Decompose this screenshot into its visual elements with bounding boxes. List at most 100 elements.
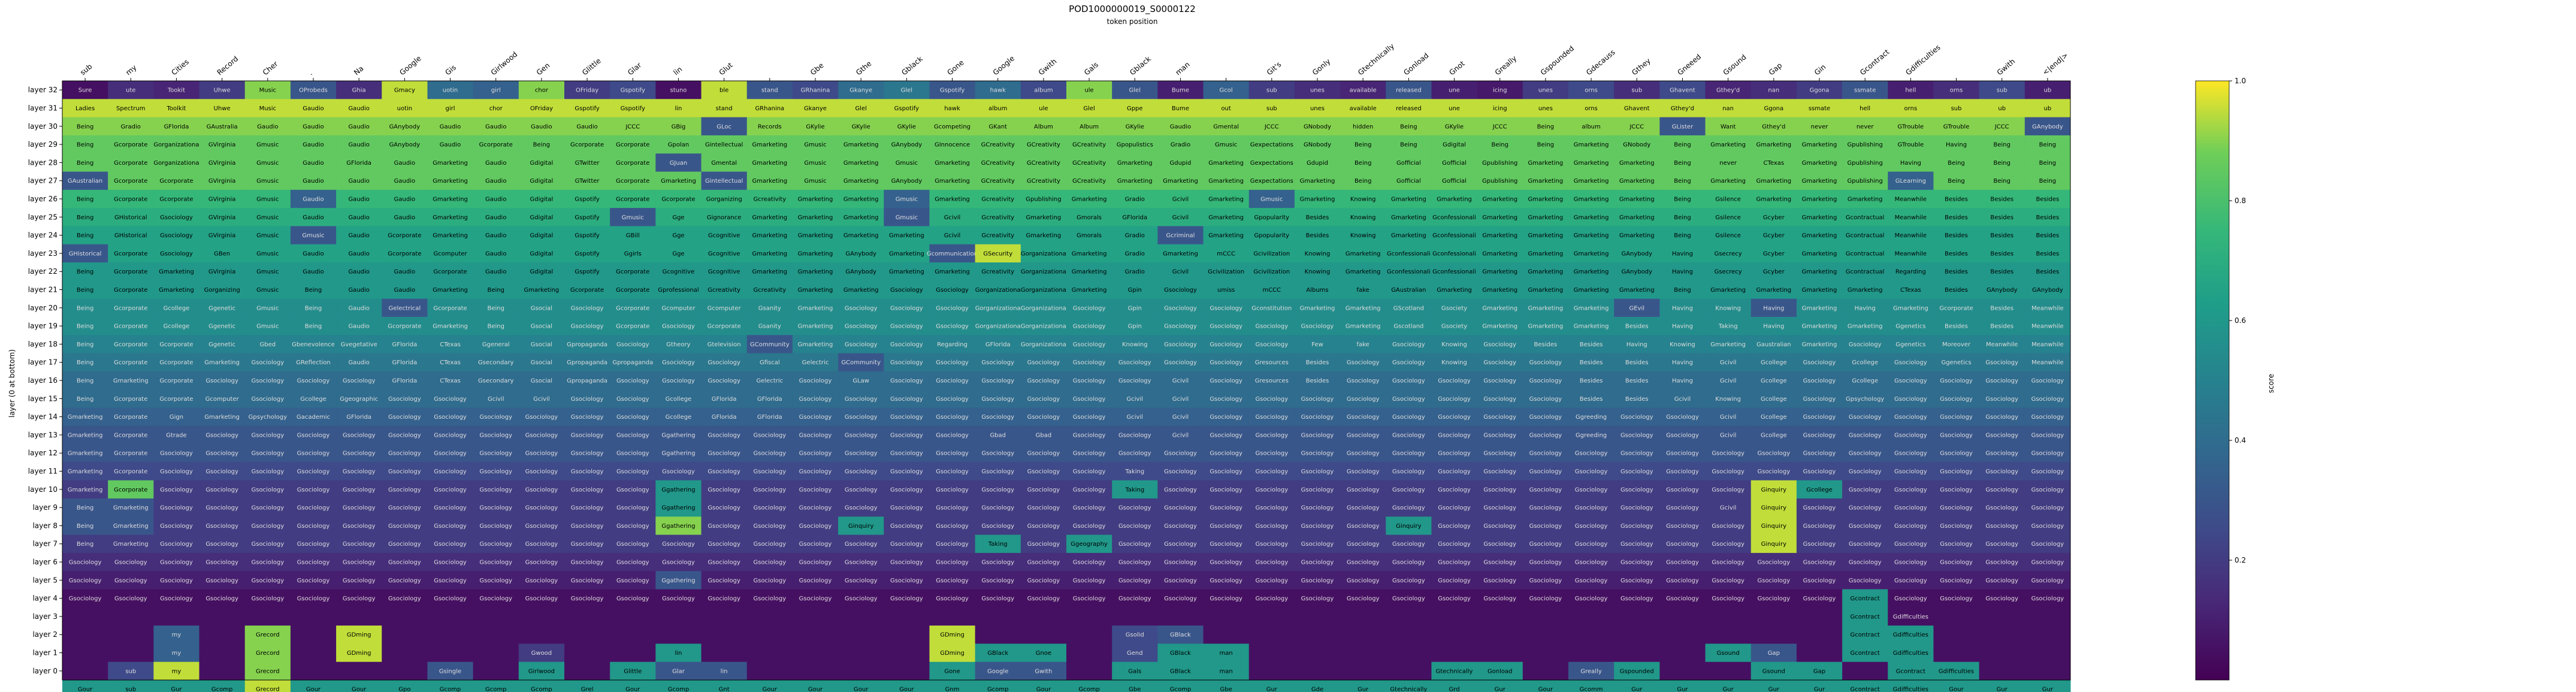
- heatmap-cell-label: Gsociology: [1575, 541, 1608, 548]
- heatmap-cell: [1796, 189, 1843, 208]
- heatmap-cell: [336, 171, 382, 191]
- heatmap-cell-label: Gsociology: [890, 505, 923, 512]
- heatmap-cell-label: Gmarketing: [1802, 214, 1837, 221]
- heatmap-cell-label: Gcorporate: [661, 196, 695, 203]
- heatmap-cell: [701, 462, 748, 481]
- heatmap-cell-label: Uhwe: [214, 105, 231, 112]
- heatmap-cell-label: Gmarketing: [935, 196, 970, 203]
- heatmap-cell-label: Being: [305, 287, 322, 294]
- heatmap-cell: [1842, 189, 1888, 208]
- heatmap-cell-label: Being: [1537, 123, 1554, 130]
- x-tick-label: Cities: [170, 58, 191, 77]
- heatmap-cell-label: Gsociology: [708, 578, 740, 584]
- heatmap-cell: [1386, 280, 1432, 300]
- heatmap-cell-label: Gsociology: [1483, 359, 1516, 366]
- heatmap-cell: [564, 462, 610, 481]
- heatmap-cell: [1522, 298, 1569, 318]
- heatmap-cell-label: Gradio: [1125, 232, 1145, 239]
- heatmap-cell-label: Gsociology: [434, 596, 467, 602]
- heatmap-cell: [1203, 444, 1250, 463]
- heatmap-cell-label: Gsociology: [1438, 578, 1471, 584]
- heatmap-cell: [564, 226, 610, 245]
- heatmap-cell-label: Gsociology: [1666, 578, 1699, 584]
- heatmap-cell-label: Gaudio: [394, 178, 415, 185]
- heatmap-cell-label: Gsociology: [1073, 378, 1106, 385]
- heatmap-cell: [1020, 135, 1067, 154]
- heatmap-cell: [473, 208, 519, 226]
- heatmap-cell: [1431, 389, 1478, 408]
- heatmap-cell: [975, 208, 1021, 226]
- heatmap-cell: [2024, 262, 2071, 281]
- heatmap-cell: [108, 516, 154, 536]
- heatmap-cell-label: mCCC: [1262, 287, 1281, 294]
- heatmap-cell-label: Gthey'd: [1762, 123, 1785, 130]
- heatmap-cell-label: Gsociology: [69, 560, 102, 566]
- heatmap-cell-label: hidden: [1353, 123, 1373, 130]
- heatmap-cell-label: Gmarketing: [1528, 196, 1564, 203]
- heatmap-cell: [929, 516, 976, 536]
- heatmap-cell-label: GLoc: [716, 123, 731, 130]
- x-tick-label: Google: [398, 54, 422, 77]
- heatmap-cell: [473, 316, 519, 336]
- heatmap-cell: [701, 480, 748, 499]
- heatmap-cell: [1112, 407, 1158, 427]
- heatmap-cell-label: Gsociology: [1392, 432, 1425, 439]
- heatmap-cell-label: Besides: [1580, 359, 1603, 366]
- heatmap-cell: [1157, 81, 1204, 99]
- heatmap-cell: [382, 335, 428, 354]
- heatmap-cell-label: Gmarketing: [433, 324, 468, 330]
- heatmap-cell-label: Gsociology: [936, 432, 969, 439]
- heatmap-cell: [244, 135, 291, 154]
- heatmap-cell: [1568, 208, 1614, 226]
- heatmap-cell: [199, 643, 246, 663]
- heatmap-cell: [153, 262, 200, 281]
- heatmap-cell: [1248, 607, 1295, 626]
- heatmap-cell: [838, 262, 884, 281]
- heatmap-cell-label: Gsociology: [1985, 578, 2018, 584]
- chart-subtitle: token position: [1107, 17, 1158, 26]
- heatmap-cell-label: Gsociology: [571, 505, 604, 512]
- heatmap-cell: [1477, 516, 1523, 536]
- heatmap-cell-label: Gsociology: [479, 469, 512, 475]
- heatmap-cell-label: Gals: [1128, 668, 1141, 675]
- heatmap-cell-label: GTrouble: [1898, 123, 1924, 130]
- heatmap-cell-label: Gsociology: [1073, 523, 1106, 530]
- heatmap-cell: [1248, 208, 1295, 226]
- heatmap-cell: [838, 353, 884, 372]
- heatmap-cell: [1294, 135, 1341, 154]
- heatmap-cell: [1750, 208, 1797, 226]
- heatmap-cell: [1888, 516, 1934, 536]
- heatmap-cell: [518, 462, 565, 481]
- heatmap-cell: [1386, 516, 1432, 536]
- heatmap-cell: [473, 99, 519, 118]
- heatmap-cell: [336, 516, 382, 536]
- heatmap-cell: [838, 444, 884, 463]
- heatmap-cell-label: Gsociology: [1620, 414, 1653, 421]
- heatmap-cell-label: Gsociology: [936, 414, 969, 421]
- heatmap-cell-label: Gsociology: [1255, 396, 1288, 403]
- heatmap-cell: [153, 335, 200, 354]
- heatmap-cell: [382, 498, 428, 517]
- heatmap-cell-label: Having: [1672, 305, 1693, 312]
- heatmap-cell: [1750, 81, 1797, 99]
- heatmap-cell-label: Ggathering: [661, 486, 695, 493]
- heatmap-cell-label: Gsociology: [1027, 414, 1060, 421]
- heatmap-cell: [1340, 99, 1386, 118]
- heatmap-cell-label: Gsociology: [1164, 596, 1197, 602]
- heatmap-cell-label: Gsociology: [1620, 523, 1653, 530]
- heatmap-cell-label: Gmusic: [896, 160, 918, 167]
- heatmap-cell-label: Gsociology: [388, 560, 421, 566]
- heatmap-cell-label: Gsociology: [479, 414, 512, 421]
- heatmap-cell-label: Gsociology: [343, 523, 376, 530]
- heatmap-cell: [792, 316, 839, 336]
- heatmap-cell: [1796, 516, 1843, 536]
- heatmap-cell: [1066, 117, 1112, 136]
- heatmap-cell-label: Gsociology: [1620, 596, 1653, 602]
- heatmap-cell: [108, 316, 154, 336]
- heatmap-cell-label: Grecord: [256, 687, 280, 692]
- heatmap-cell-label: GAnybody: [1621, 250, 1652, 257]
- heatmap-cell-label: Gdifficulties: [1893, 614, 1928, 620]
- heatmap-cell-label: Gsociology: [890, 451, 923, 457]
- heatmap-cell: [610, 389, 656, 408]
- heatmap-cell: [1066, 661, 1112, 681]
